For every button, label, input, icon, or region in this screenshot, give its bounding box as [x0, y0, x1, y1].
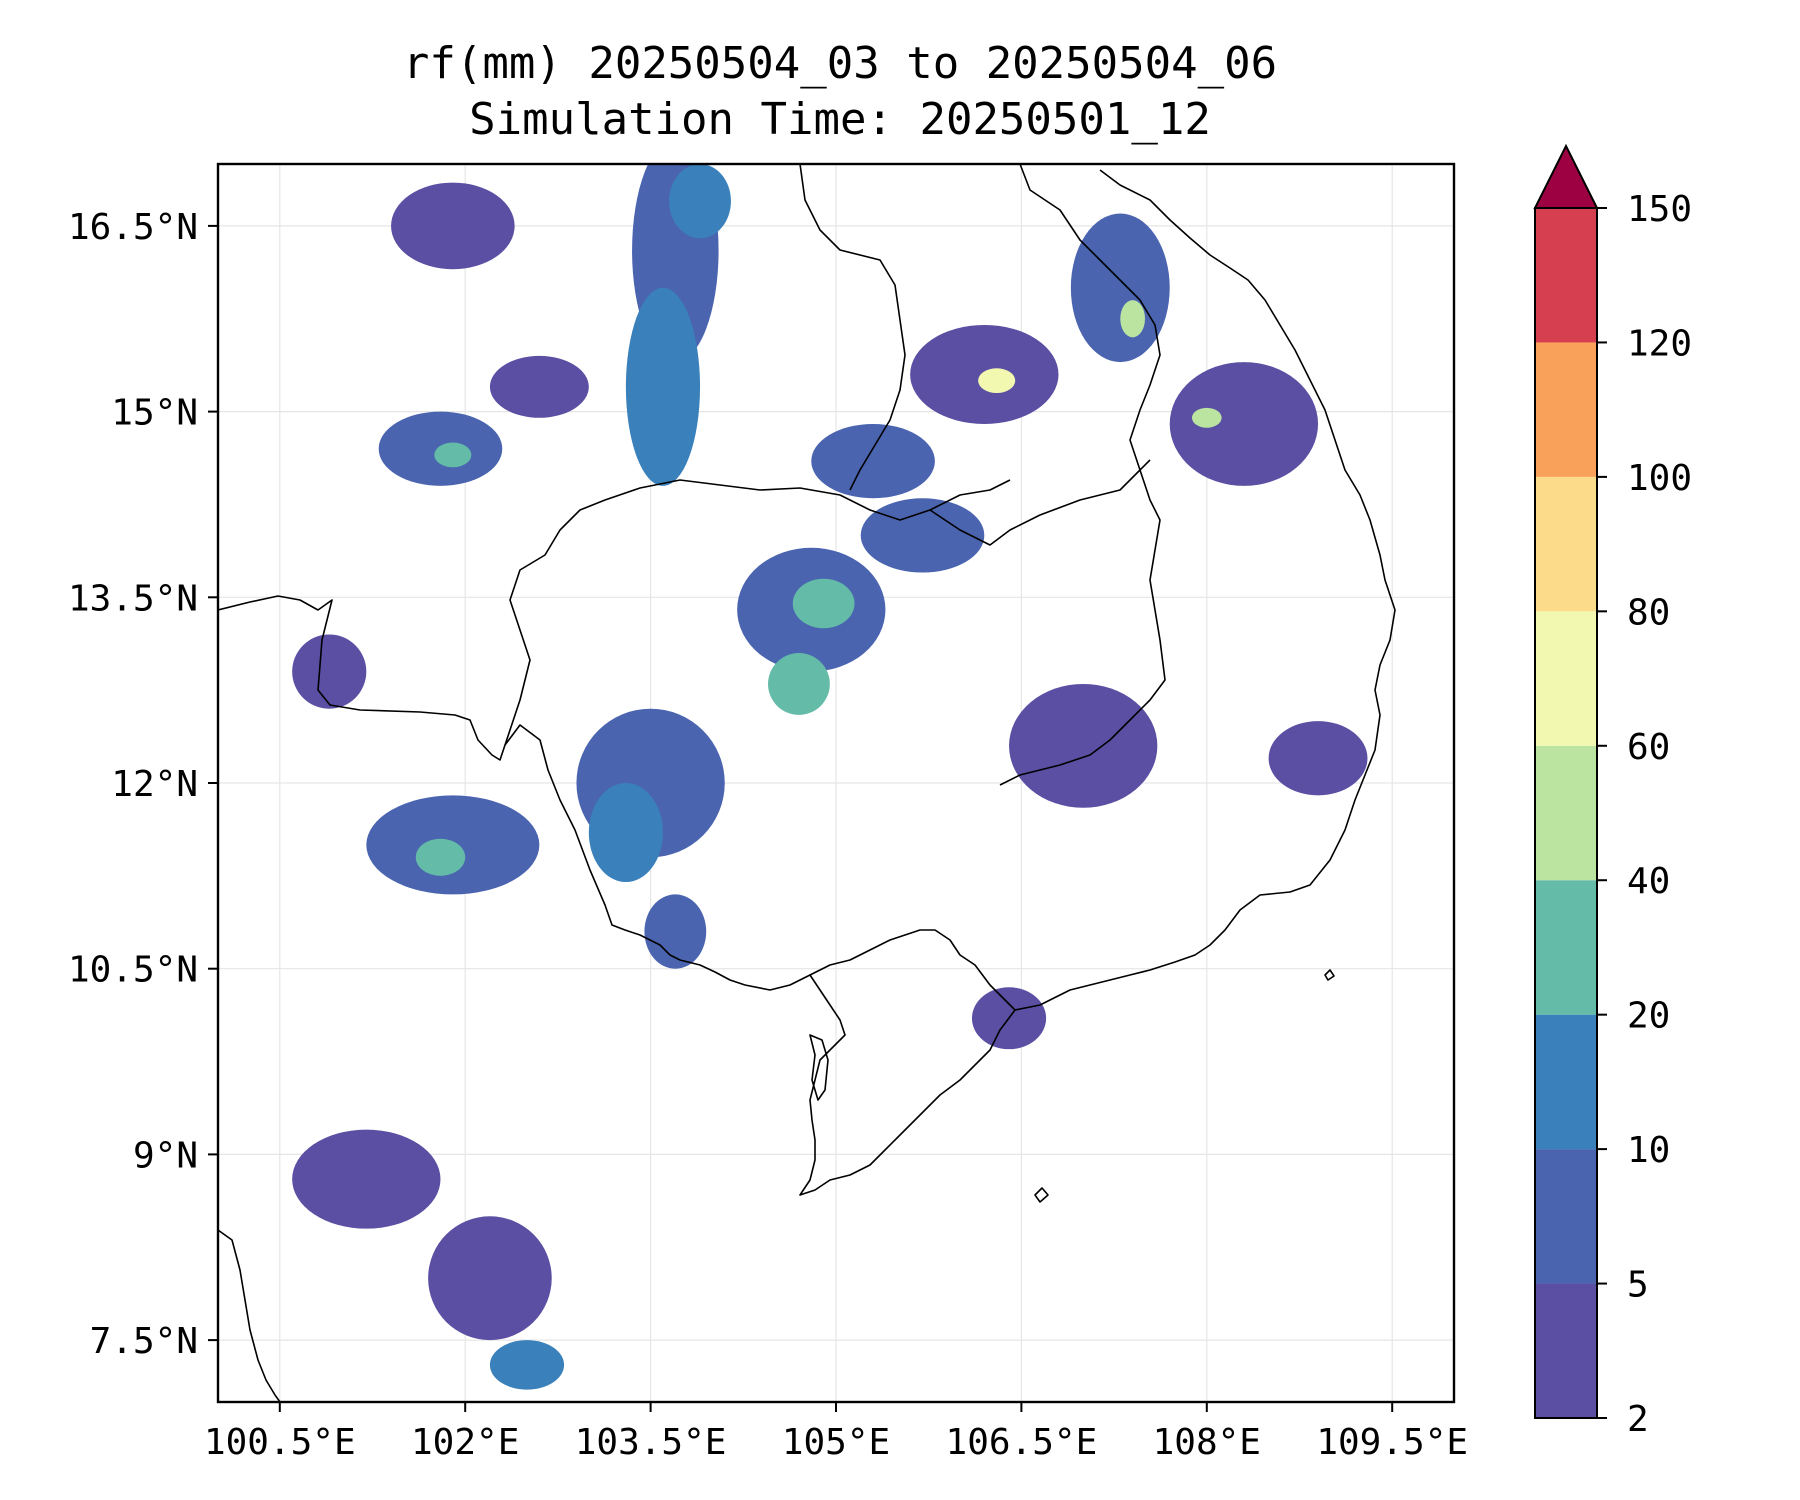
rain-cell: [292, 1129, 441, 1229]
rain-cell: [1191, 407, 1222, 428]
colorbar-segment: [1535, 1149, 1597, 1284]
colorbar-segment: [1535, 208, 1597, 343]
rain-cell: [1169, 362, 1319, 486]
rain-cell: [978, 368, 1016, 394]
colorbar-tick-label: 40: [1627, 861, 1670, 902]
coastline-thailand-vietnam-cambodia: [218, 169, 1396, 1011]
rain-cell: [1268, 721, 1368, 796]
colorbar-tick-label: 100: [1627, 458, 1692, 499]
x-tick-label: 100.5°E: [204, 1422, 356, 1463]
border-laos-vietnam: [999, 164, 1166, 786]
y-axis-ticks: 16.5°N 15°N 13.5°N 12°N 10.5°N 9°N 7.5°N: [68, 207, 218, 1362]
coastline-borders: [218, 164, 1396, 1402]
colorbar-segment: [1535, 611, 1597, 746]
rain-cell: [1009, 683, 1158, 808]
colorbar-segment: [1535, 745, 1597, 881]
x-tick-label: 106.5°E: [946, 1422, 1098, 1463]
rain-cell: [434, 442, 472, 468]
y-tick-label: 12°N: [111, 764, 198, 805]
colorbar-tick-label: 60: [1627, 727, 1670, 768]
colorbar-tick-label: 2: [1627, 1399, 1649, 1440]
x-tick-label: 105°E: [782, 1422, 890, 1463]
x-tick-label: 102°E: [411, 1422, 519, 1463]
rain-cell: [625, 287, 701, 486]
colorbar-tick-label: 120: [1627, 323, 1692, 364]
rain-cell: [644, 894, 707, 969]
rain-cell: [391, 182, 515, 270]
colorbar: 2 5 10 20 40 60 80 100 120 150: [1533, 143, 1692, 1440]
y-tick-label: 15°N: [111, 393, 198, 434]
colorbar-segment: [1535, 880, 1597, 1015]
border-laos: [799, 164, 906, 491]
colorbar-tick-label: 10: [1627, 1130, 1670, 1171]
colorbar-tick-label: 80: [1627, 592, 1670, 633]
island-con-dao: [1324, 969, 1335, 981]
colorbar-frame: [1534, 207, 1598, 1419]
rain-cell: [860, 498, 985, 573]
x-tick-label: 108°E: [1153, 1422, 1261, 1463]
rain-cell: [1070, 213, 1170, 363]
rain-cell: [489, 355, 589, 418]
colorbar-tick-label: 150: [1627, 189, 1692, 230]
island-small: [1034, 1187, 1049, 1203]
y-tick-label: 10.5°N: [68, 950, 198, 991]
x-tick-label: 109.5°E: [1316, 1422, 1468, 1463]
colorbar-segment: [1535, 476, 1597, 612]
x-axis-ticks: 100.5°E 102°E 103.5°E 105°E 106.5°E 108°E 109.…: [204, 1402, 1468, 1463]
y-tick-label: 9°N: [133, 1135, 198, 1176]
colorbar-segment: [1535, 342, 1597, 477]
rain-cell: [669, 164, 731, 239]
rain-cell: [768, 653, 830, 715]
island-phu-quoc: [809, 1034, 829, 1101]
coastline-mekong-delta: [799, 974, 1016, 1196]
border-cambodia-vietnam: [929, 459, 1151, 546]
rain-cell: [1120, 300, 1145, 338]
coastline-malay-peninsula: [218, 1229, 281, 1402]
rain-cell: [792, 578, 855, 629]
rain-cell: [428, 1216, 552, 1341]
colorbar-extend-arrow: [1533, 143, 1599, 209]
figure-title-line1: rf(mm) 20250504_03 to 20250504_06: [403, 38, 1277, 89]
y-tick-label: 7.5°N: [90, 1321, 198, 1362]
colorbar-tick-label: 20: [1627, 996, 1670, 1037]
y-tick-label: 16.5°N: [68, 207, 198, 248]
colorbar-segment: [1535, 1014, 1597, 1150]
y-tick-label: 13.5°N: [68, 578, 198, 619]
map-panel: 100.5°E 102°E 103.5°E 105°E 106.5°E 108°E 109.…: [68, 162, 1468, 1463]
rain-cell: [811, 423, 935, 499]
colorbar-tick-label: 5: [1627, 1265, 1649, 1306]
border-thailand-cambodia: [504, 479, 1011, 746]
figure-title-line2: Simulation Time: 20250501_12: [469, 94, 1211, 145]
rain-cell: [588, 783, 663, 883]
rainfall-field: [292, 164, 1368, 1390]
x-tick-label: 103.5°E: [575, 1422, 727, 1463]
rain-cell: [415, 838, 466, 876]
rain-cell: [292, 634, 367, 709]
colorbar-segment: [1535, 1283, 1597, 1418]
rain-cell: [489, 1340, 565, 1390]
